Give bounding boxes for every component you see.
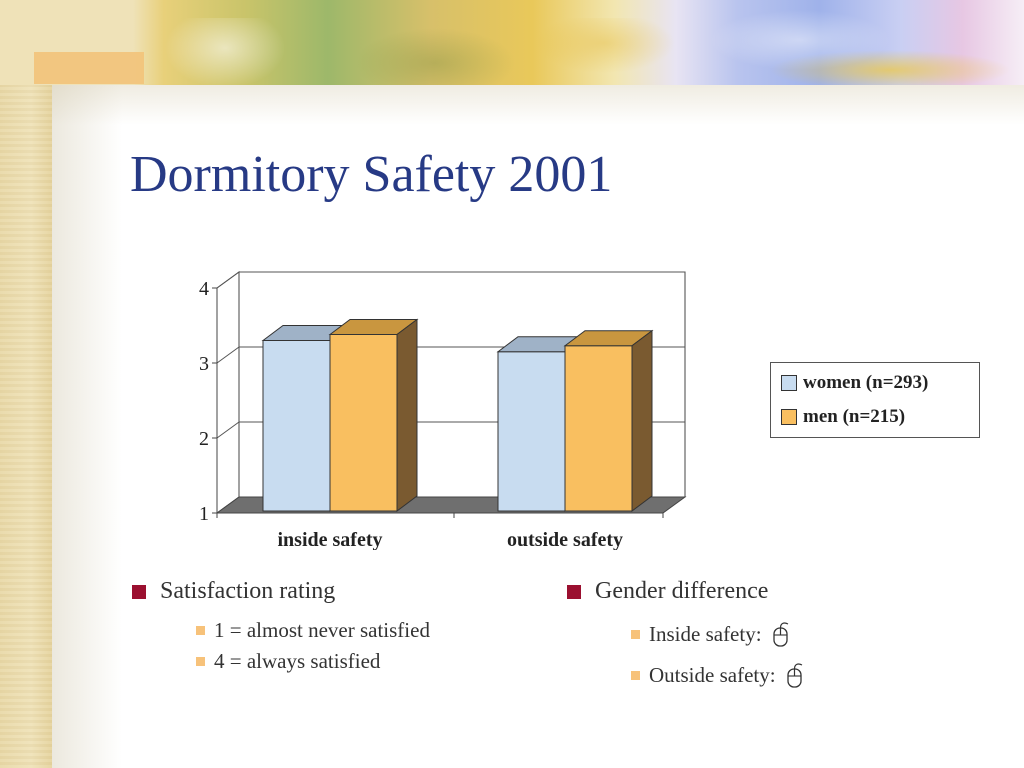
legend-label-women: women (n=293) xyxy=(803,372,929,393)
legend-swatch-women xyxy=(781,375,797,391)
bullet-heading-right: Gender difference xyxy=(567,578,768,605)
y-tick-label: 4 xyxy=(199,278,209,300)
sub-bullet-square-icon xyxy=(631,670,640,680)
bullet-item-text: Outside safety: xyxy=(649,662,776,687)
x-tick-label: inside safety xyxy=(278,529,383,550)
left-decor-strip xyxy=(0,0,52,768)
bar xyxy=(497,351,566,512)
mouse-icon xyxy=(786,663,802,688)
legend-entry-women: women (n=293) xyxy=(781,372,928,394)
y-tick-label: 2 xyxy=(199,428,209,450)
slide-title: Dormitory Safety 2001 xyxy=(130,146,613,203)
bullet-item-text: 1 = almost never satisfied xyxy=(214,618,430,642)
banner-shadow xyxy=(52,85,1024,125)
y-tick-label: 1 xyxy=(199,503,209,525)
bullet-heading-text: Gender difference xyxy=(595,578,769,604)
bullet-heading-left: Satisfaction rating xyxy=(132,578,335,605)
bullet-item: 4 = always satisfied xyxy=(196,649,380,674)
orange-accent-bar xyxy=(34,52,144,84)
legend-entry-men: men (n=215) xyxy=(781,406,905,428)
bullet-item-text: Inside safety: xyxy=(649,621,762,646)
bar-chart: 1 2 3 4 inside safety outside safety xyxy=(199,271,687,550)
y-tick-label: 3 xyxy=(199,353,209,375)
bar xyxy=(564,345,633,512)
bullet-square-icon xyxy=(132,584,146,599)
bar-side xyxy=(396,318,418,512)
leaf-collage xyxy=(135,18,675,85)
top-banner xyxy=(0,0,1024,85)
sub-bullet-square-icon xyxy=(631,629,640,639)
bar xyxy=(262,340,331,512)
sub-bullet-square-icon xyxy=(196,626,205,635)
bar-side xyxy=(631,329,653,512)
bullet-heading-text: Satisfaction rating xyxy=(160,578,336,604)
mouse-icon xyxy=(772,622,788,647)
chart-legend: women (n=293) men (n=215) xyxy=(770,362,980,438)
flower-collage xyxy=(680,0,1024,85)
chart-side-wall xyxy=(216,271,240,514)
bullet-item-text: 4 = always satisfied xyxy=(214,649,381,673)
legend-swatch-men xyxy=(781,409,797,425)
bullet-item: 1 = almost never satisfied xyxy=(196,618,430,643)
sub-bullet-square-icon xyxy=(196,657,205,666)
bar xyxy=(329,334,398,512)
gridline-side xyxy=(216,271,240,289)
gridline-side xyxy=(216,421,240,439)
bullet-square-icon xyxy=(567,584,581,599)
left-shadow xyxy=(52,85,122,768)
legend-label-men: men (n=215) xyxy=(803,406,906,427)
bullet-item: Inside safety: xyxy=(631,620,792,648)
bullet-item: Outside safety: xyxy=(631,661,806,689)
x-tick-label: outside safety xyxy=(507,529,623,550)
gridline-side xyxy=(216,346,240,364)
